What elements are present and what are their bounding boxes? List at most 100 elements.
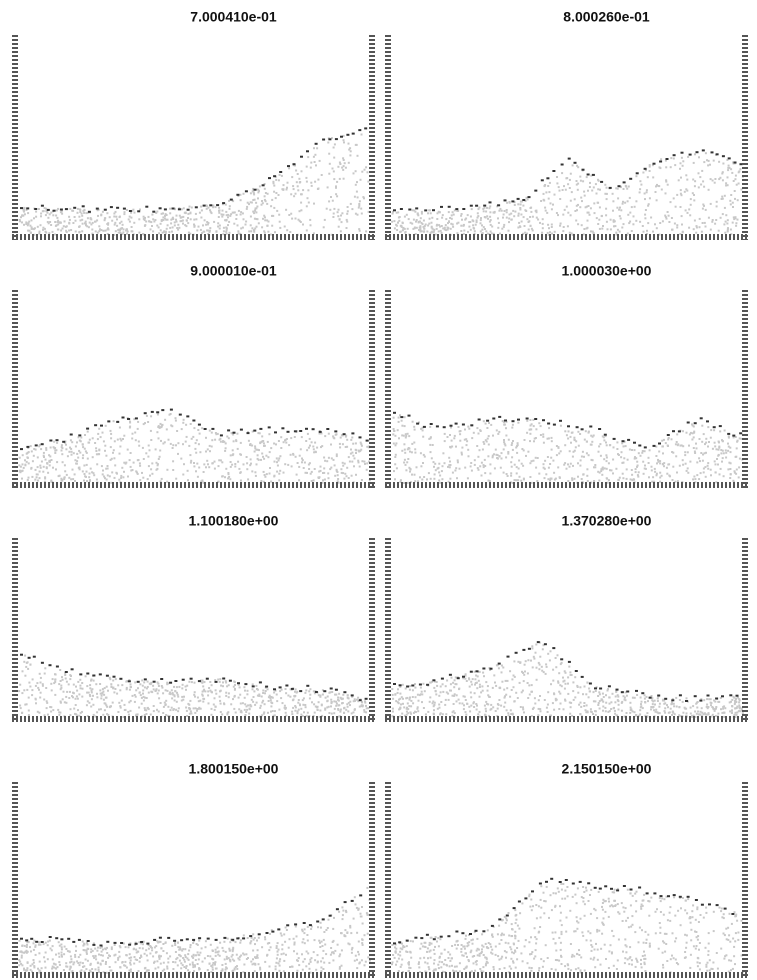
particle [153,946,156,949]
particle [81,230,84,233]
particle [210,971,213,973]
particle [303,942,306,945]
particle [692,705,695,708]
particle [647,222,650,225]
particle [682,463,685,466]
particle [563,185,565,188]
particle [104,449,106,452]
particle [108,676,111,679]
particle [397,702,400,705]
particle [449,683,452,686]
particle [328,152,331,155]
particle [76,452,79,455]
particle [189,232,192,235]
particle [147,708,150,711]
particle [734,698,737,701]
particle [344,935,347,938]
particle [553,193,556,196]
particle [104,424,107,427]
particle [608,444,611,447]
particle [145,452,148,455]
particle [584,430,587,433]
particle [242,463,245,466]
particle [734,711,737,714]
particle [166,224,169,227]
particle [669,707,672,710]
particle [456,459,459,462]
particle [422,462,424,464]
particle [18,219,21,221]
particle [487,703,490,706]
particle [290,193,293,196]
particle [300,713,303,716]
particle [605,460,608,463]
particle [298,219,301,222]
particle [538,668,541,671]
particle [548,427,551,430]
particle [87,441,90,444]
surface-particle [26,207,30,210]
particle [403,448,406,451]
particle [245,207,248,210]
surface-particle [326,428,330,430]
particle [29,663,32,666]
particle [260,695,263,698]
particle [428,222,431,225]
particle [213,460,216,463]
particle [709,468,712,471]
particle [25,223,28,225]
particle [291,176,294,179]
particle [190,681,193,684]
particle [395,700,398,703]
particle [715,200,718,203]
particle [281,702,284,705]
particle [139,479,142,482]
particle [252,962,255,965]
particle [429,212,432,215]
particle [302,938,305,941]
particle [568,187,571,189]
particle [704,466,707,469]
particle [182,698,185,701]
particle [65,962,68,965]
particle [340,434,343,437]
particle [260,480,263,482]
particle [276,464,279,467]
particle [326,186,329,189]
surface-particle [285,684,289,687]
particle [663,462,666,465]
particle [309,444,311,447]
particle [531,645,534,648]
particle [120,474,123,477]
particle [740,437,743,440]
surface-particle [40,661,44,664]
particle [540,665,543,668]
particle [59,688,62,691]
particle [528,684,531,687]
surface-particle [311,428,315,431]
particle [399,707,402,710]
particle [32,948,35,951]
surface-particle [81,205,85,208]
particle [269,699,272,702]
particle [595,192,598,195]
particle [150,946,152,949]
particle [81,682,84,684]
particle [428,217,431,220]
particle [631,696,634,699]
particle [32,942,35,945]
particle [447,465,449,468]
particle [488,422,490,424]
particle [403,482,406,484]
particle [101,210,104,213]
particle [522,232,525,235]
particle [107,714,110,716]
particle [51,230,54,233]
particle [497,667,500,670]
particle [694,180,697,183]
particle [190,459,193,462]
particle [342,693,345,696]
particle [366,462,369,465]
particle [134,431,137,434]
surface-particle [701,149,705,152]
